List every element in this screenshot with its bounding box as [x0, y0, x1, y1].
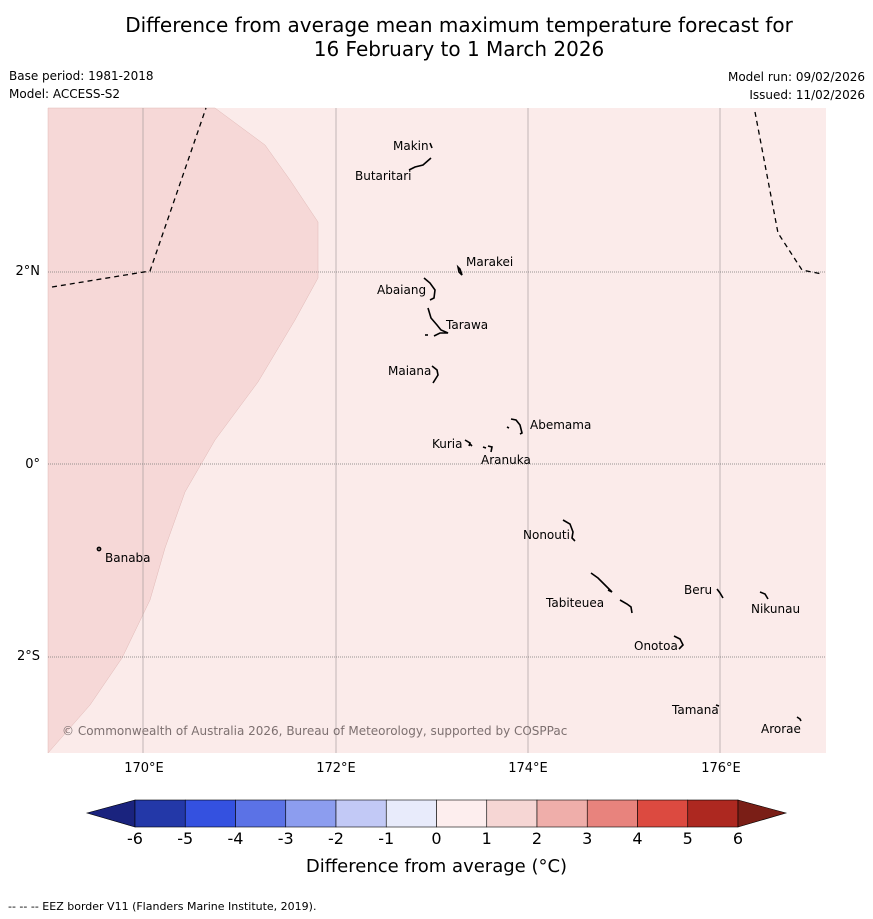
colorbar-box	[687, 799, 739, 828]
colorbar-tick-label: 5	[682, 829, 693, 848]
colorbar-tick-label: 0	[431, 829, 442, 848]
place-abemama: Abemama	[530, 418, 592, 432]
colorbar-box	[335, 799, 387, 828]
lon-tick-172e: 172°E	[316, 761, 356, 776]
lon-tick-170e: 170°E	[124, 761, 164, 776]
colorbar-extend-high	[737, 799, 788, 828]
place-aranuka: Aranuka	[481, 453, 531, 467]
islands	[96, 142, 802, 722]
colorbar-tick-label: -5	[177, 829, 194, 848]
place-arorae: Arorae	[761, 722, 801, 736]
lon-tick-174e: 174°E	[508, 761, 548, 776]
place-nikunau: Nikunau	[751, 602, 801, 616]
model-run: Model run: 09/02/2026	[727, 70, 865, 84]
colorbar-tick-label: 2	[531, 829, 543, 848]
colorbar-tick-label: -6	[127, 829, 143, 848]
eez-footnote: -- -- -- EEZ border V11 (Flanders Marine…	[8, 900, 317, 913]
colorbar-tick-label: -2	[328, 829, 344, 848]
colorbar-tick-label: 1	[481, 829, 492, 848]
graticule	[142, 108, 721, 753]
eez-borders	[51, 107, 823, 288]
island-aranuka	[482, 445, 493, 453]
place-tarawa: Tarawa	[446, 318, 489, 332]
place-butaritari: Butaritari	[355, 169, 412, 183]
colorbar-box	[486, 799, 538, 828]
lon-tick-176e: 176°E	[701, 761, 741, 776]
island-makin	[429, 142, 433, 149]
colorbar-tick-label: 4	[632, 829, 643, 848]
place-tamana: Tamana	[672, 703, 719, 717]
eez-border-east	[754, 111, 823, 275]
colorbar-box	[184, 799, 236, 828]
colorbar-tick-label: -3	[277, 829, 294, 848]
place-kuria: Kuria	[432, 437, 463, 451]
colorbar-tick-label: 6	[732, 829, 744, 848]
island-nikunau	[759, 591, 769, 600]
island-marakei	[456, 264, 463, 276]
island-onotoa	[673, 635, 684, 650]
colorbar-box	[637, 799, 689, 828]
island-kuria	[464, 439, 473, 447]
island-beru	[716, 588, 724, 599]
island-tarawa	[427, 307, 449, 337]
colorbar-box	[586, 799, 638, 828]
colorbar-box	[285, 799, 337, 828]
anomaly-fill-1-to-2	[47, 107, 319, 754]
lat-tick-2n: 2°N	[15, 264, 41, 279]
place-abaiang: Abaiang	[377, 283, 427, 297]
place-marakei: Marakei	[466, 255, 514, 269]
colorbar-box	[235, 799, 287, 828]
colorbar-box	[385, 799, 437, 828]
island-nonouti	[562, 519, 576, 542]
model-name: Model: ACCESS-S2	[9, 87, 121, 101]
place-tabiteuea: Tabiteuea	[546, 596, 605, 610]
island-maiana	[431, 365, 439, 384]
colorbar-box	[134, 799, 186, 828]
island-abaiang	[423, 277, 436, 301]
base-period: Base period: 1981-2018	[9, 69, 154, 83]
lat-tick-2s: 2°S	[16, 649, 40, 664]
map-title-line-2: 16 February to 1 March 2026	[313, 37, 605, 61]
colorbar-box	[536, 799, 588, 828]
colorbar-title: Difference from average (°C)	[305, 856, 568, 877]
issued-date: Issued: 11/02/2026	[749, 88, 865, 102]
place-beru: Beru	[684, 583, 713, 597]
colorbar-box	[436, 799, 488, 828]
parallels	[48, 271, 826, 658]
lat-tick-equator: 0°	[25, 457, 40, 472]
eez-border-west	[51, 107, 207, 288]
place-nonouti: Nonouti	[523, 528, 570, 542]
colorbar-tick-label: -4	[227, 829, 244, 848]
place-makin: Makin	[393, 139, 429, 153]
island-tabiteuea-south	[619, 599, 633, 614]
island-banaba	[96, 546, 102, 552]
place-maiana: Maiana	[388, 364, 432, 378]
island-butaritari	[408, 157, 432, 171]
map-title-line-1: Difference from average mean maximum tem…	[125, 13, 793, 37]
colorbar-tick-label: -1	[378, 829, 395, 848]
colorbar-graphic	[85, 799, 788, 828]
island-arorae	[796, 716, 802, 722]
colorbar-tick-label: 3	[582, 829, 593, 848]
colorbar-extend-low	[85, 799, 136, 828]
copyright-credit: © Commonwealth of Australia 2026, Bureau…	[62, 724, 568, 738]
place-onotoa: Onotoa	[634, 639, 678, 653]
island-tabiteuea-north	[590, 572, 613, 593]
colorbar-boxes	[134, 799, 739, 828]
island-tamana	[715, 704, 720, 707]
place-banaba: Banaba	[105, 551, 151, 565]
island-abemama	[506, 418, 523, 435]
